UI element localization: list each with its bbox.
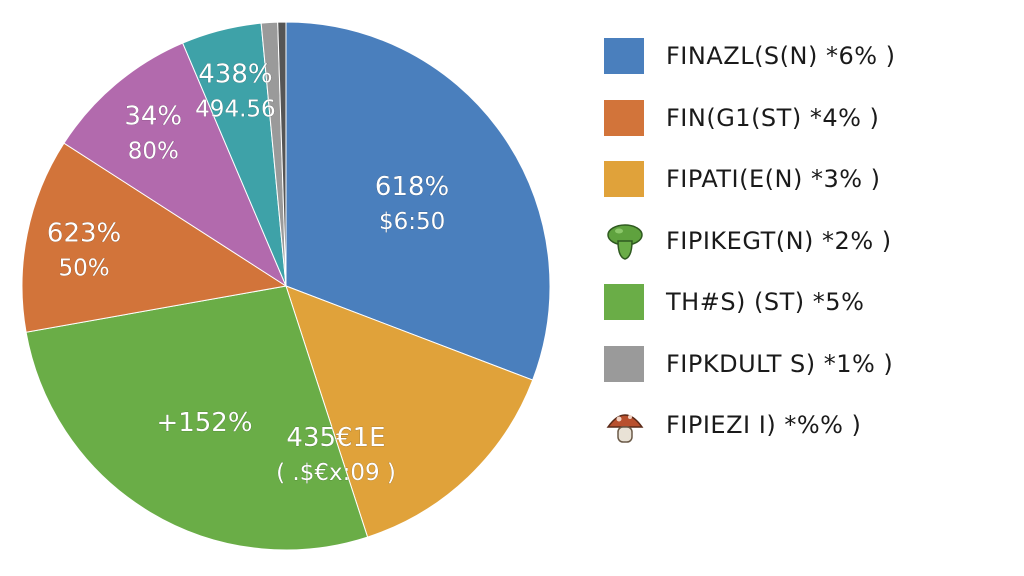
slice-label-4-line1: 34% bbox=[124, 102, 182, 132]
legend-label: FINAZL(S(N) *6% ) bbox=[666, 42, 896, 70]
legend-label: FIPKDULT S) *1% ) bbox=[666, 349, 894, 378]
legend-item: FIPIKEGT(N) *2% ) bbox=[604, 221, 1004, 263]
slice-label-0-line1: 618% bbox=[375, 172, 449, 202]
slice-label-2-line1: +152% bbox=[156, 408, 252, 438]
slice-label-3-line1: 623% bbox=[47, 219, 121, 249]
slice-label-4-line2: 80% bbox=[128, 139, 179, 165]
legend-label: FIN(G1(ST) *4% ) bbox=[666, 103, 880, 132]
center-annotation: 435€1E ( .$€x:09 ) bbox=[276, 423, 396, 487]
legend-swatch bbox=[604, 38, 644, 74]
legend-label: FIPIKEGT(N) *2% ) bbox=[666, 226, 892, 255]
legend-swatch bbox=[604, 284, 644, 320]
center-annotation-line1: 435€1E bbox=[286, 423, 385, 453]
legend-item: FINAZL(S(N) *6% ) bbox=[604, 36, 1004, 78]
pie-slice-2 bbox=[25, 285, 369, 551]
pie-slice-7 bbox=[277, 21, 287, 287]
legend-swatch bbox=[604, 161, 644, 197]
green-mushroom-icon bbox=[604, 221, 646, 263]
pie-labels: 618% $6:50 +152% 623% 50% 34% 80% 438% 494.56 bbox=[47, 59, 450, 438]
slice-label-5-line2: 494.56 bbox=[195, 96, 275, 122]
slice-label-3-line2: 50% bbox=[59, 256, 110, 282]
legend-label: TH#S) (ST) *5% bbox=[666, 288, 865, 316]
pie-slices bbox=[21, 21, 551, 551]
slice-label-5-line1: 438% bbox=[198, 59, 272, 89]
pie-slice-0 bbox=[285, 21, 551, 381]
legend-label: FIPIEZI I) *%% ) bbox=[666, 411, 862, 439]
legend-item: TH#S) (ST) *5% bbox=[604, 282, 1004, 324]
pie-slice-3 bbox=[21, 142, 288, 333]
legend-item: FIN(G1(ST) *4% ) bbox=[604, 98, 1004, 140]
legend-label: FIPATI(E(N) *3% ) bbox=[666, 165, 881, 193]
legend-item: FIPKDULT S) *1% ) bbox=[604, 344, 1004, 386]
pie-slice-4 bbox=[63, 42, 288, 288]
center-annotation-line2: ( .$€x:09 ) bbox=[276, 460, 396, 486]
red-mushroom-icon bbox=[604, 405, 646, 447]
slice-label-0-line2: $6:50 bbox=[379, 209, 445, 235]
legend-item: FIPATI(E(N) *3% ) bbox=[604, 159, 1004, 201]
legend-swatch bbox=[604, 99, 644, 136]
legend: FINAZL(S(N) *6% ) FIN(G1(ST) *4% ) FIPATI(… bbox=[604, 36, 1004, 467]
legend-item: FIPIEZI I) *%% ) bbox=[604, 405, 1004, 447]
legend-swatch bbox=[604, 345, 644, 382]
